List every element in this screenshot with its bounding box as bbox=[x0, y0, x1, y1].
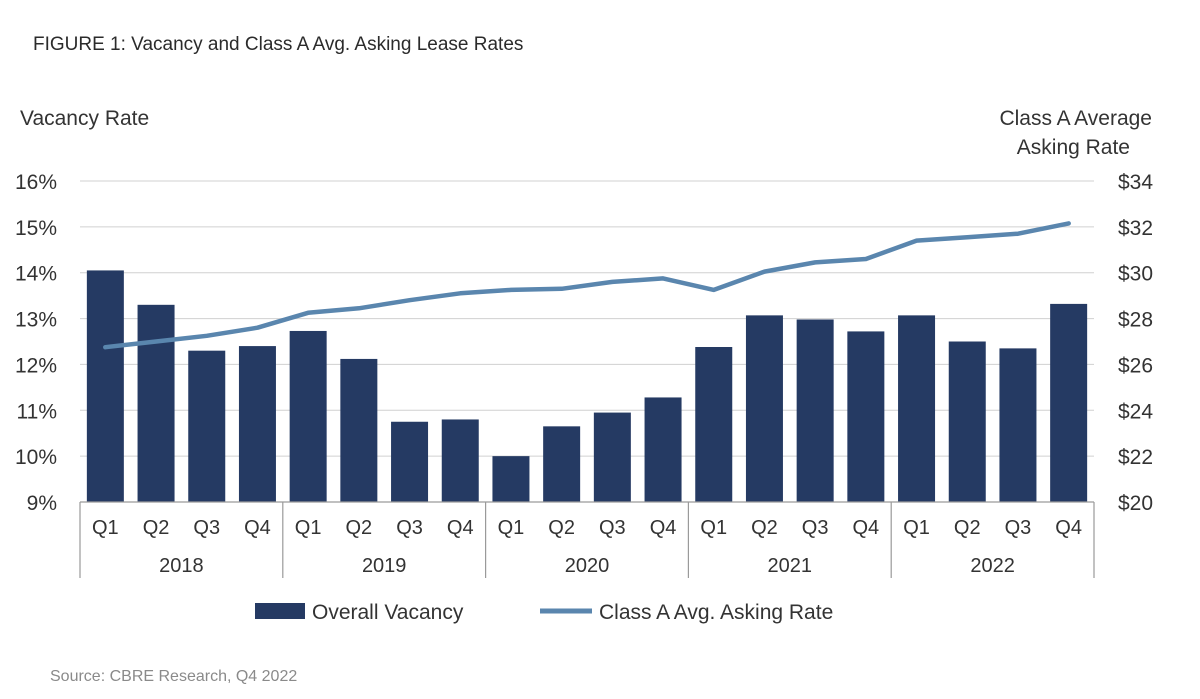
right-axis-label-line1: Class A Average bbox=[999, 107, 1152, 130]
quarter-tick-label: Q3 bbox=[802, 517, 829, 539]
left-tick-label: 12% bbox=[15, 354, 57, 377]
vacancy-bar bbox=[289, 330, 327, 502]
vacancy-bar bbox=[796, 319, 834, 502]
vacancy-bar bbox=[543, 426, 581, 502]
legend-swatch-vacancy bbox=[255, 603, 305, 619]
left-tick-label: 15% bbox=[15, 217, 57, 240]
quarter-tick-label: Q2 bbox=[346, 517, 373, 539]
right-tick-label: $32 bbox=[1118, 217, 1153, 240]
left-tick-label: 11% bbox=[17, 400, 57, 423]
quarter-tick-label: Q4 bbox=[244, 517, 271, 539]
right-tick-label: $26 bbox=[1118, 354, 1153, 377]
left-tick-label: 16% bbox=[15, 171, 57, 194]
vacancy-bar bbox=[340, 358, 378, 502]
quarter-tick-label: Q3 bbox=[193, 517, 220, 539]
vacancy-bar bbox=[1050, 303, 1088, 502]
quarter-tick-label: Q3 bbox=[599, 517, 626, 539]
quarter-tick-label: Q3 bbox=[396, 517, 423, 539]
legend-label-asking-rate: Class A Avg. Asking Rate bbox=[599, 601, 833, 624]
quarter-tick-label: Q2 bbox=[548, 517, 575, 539]
right-tick-label: $24 bbox=[1118, 400, 1153, 423]
quarter-tick-label: Q1 bbox=[498, 517, 525, 539]
left-tick-label: 13% bbox=[15, 309, 57, 332]
right-axis-label-line2: Asking Rate bbox=[1017, 136, 1130, 159]
quarter-tick-label: Q4 bbox=[650, 517, 677, 539]
vacancy-bar bbox=[441, 419, 479, 502]
vacancy-bar bbox=[188, 350, 226, 502]
quarter-tick-label: Q1 bbox=[700, 517, 727, 539]
vacancy-bar bbox=[898, 315, 936, 502]
year-group-label: 2020 bbox=[565, 555, 610, 577]
quarter-tick-label: Q4 bbox=[1055, 517, 1082, 539]
right-tick-label: $30 bbox=[1118, 263, 1153, 286]
quarter-tick-label: Q1 bbox=[903, 517, 930, 539]
quarter-tick-label: Q2 bbox=[954, 517, 981, 539]
quarter-tick-label: Q4 bbox=[853, 517, 880, 539]
year-group-label: 2018 bbox=[159, 555, 204, 577]
right-tick-label: $28 bbox=[1118, 309, 1153, 332]
vacancy-bars bbox=[86, 270, 1088, 502]
vacancy-bar bbox=[593, 412, 631, 502]
legend: Overall Vacancy Class A Avg. Asking Rate bbox=[255, 601, 833, 624]
vacancy-bar bbox=[999, 348, 1037, 502]
year-group-label: 2021 bbox=[768, 555, 813, 577]
vacancy-bar bbox=[745, 315, 783, 502]
gridlines bbox=[80, 180, 1094, 457]
year-group-label: 2022 bbox=[970, 555, 1015, 577]
source-note: Source: CBRE Research, Q4 2022 bbox=[50, 668, 298, 685]
value-axis-ticks: 16% $34 15% $32 14% $30 13% $28 12% $26 11% $24 10% $… bbox=[15, 171, 1153, 515]
legend-label-vacancy: Overall Vacancy bbox=[312, 601, 464, 624]
asking-rate-line-group bbox=[103, 221, 1071, 350]
left-tick-label: 14% bbox=[15, 263, 57, 286]
vacancy-bar bbox=[137, 304, 175, 502]
right-tick-label: $34 bbox=[1118, 171, 1153, 194]
quarter-tick-label: Q2 bbox=[143, 517, 170, 539]
category-axis: Q1 Q2 Q3 Q4 Q1 Q2 Q3 Q4 Q1 Q2 Q3 Q4 Q1 Q2 Q3 Q4 Q1 Q2 Q3 Q4… bbox=[79, 501, 1095, 578]
quarter-tick-label: Q4 bbox=[447, 517, 474, 539]
quarter-tick-label: Q3 bbox=[1005, 517, 1032, 539]
vacancy-bar bbox=[238, 346, 276, 502]
quarter-tick-label: Q2 bbox=[751, 517, 778, 539]
left-axis-label: Vacancy Rate bbox=[20, 107, 149, 130]
vacancy-bar bbox=[86, 270, 124, 502]
vacancy-bar bbox=[391, 421, 429, 502]
vacancy-bar bbox=[695, 347, 733, 502]
vacancy-bar bbox=[847, 331, 885, 502]
quarter-tick-label: Q1 bbox=[92, 517, 119, 539]
left-tick-label: 10% bbox=[15, 446, 57, 469]
quarter-tick-label: Q1 bbox=[295, 517, 322, 539]
figure-title: FIGURE 1: Vacancy and Class A Avg. Askin… bbox=[33, 34, 524, 55]
vacancy-bar bbox=[948, 341, 986, 502]
vacancy-bar bbox=[492, 456, 530, 502]
left-tick-label: 9% bbox=[27, 492, 57, 515]
right-tick-label: $22 bbox=[1118, 446, 1153, 469]
year-group-label: 2019 bbox=[362, 555, 407, 577]
asking-rate-line bbox=[103, 221, 1071, 350]
vacancy-bar bbox=[644, 397, 682, 502]
right-tick-label: $20 bbox=[1118, 492, 1153, 515]
